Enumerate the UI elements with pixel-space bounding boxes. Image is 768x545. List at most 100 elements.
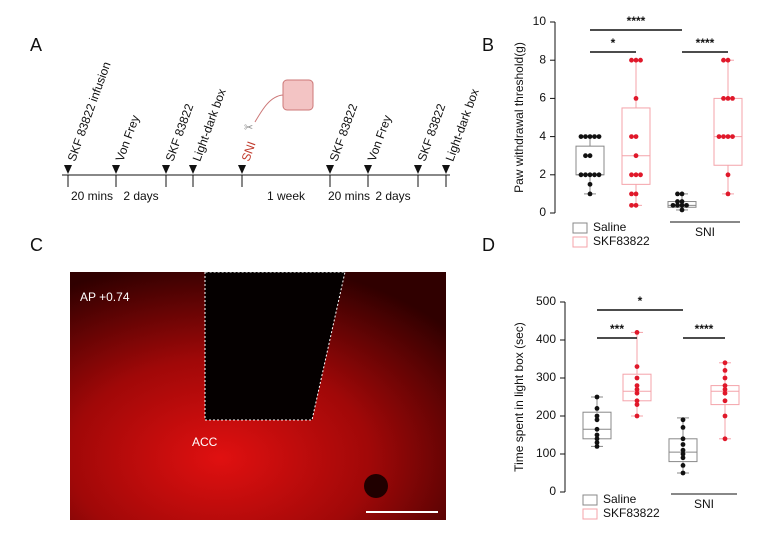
y-tick-label: 100 [536,446,556,460]
event-marker [162,165,170,174]
interval-label: 2 days [123,189,158,203]
data-point [583,153,588,159]
y-tick-label: 8 [539,52,546,66]
data-point [634,402,640,407]
y-tick-label: 2 [539,167,546,181]
data-point [680,447,686,453]
data-point [721,96,726,101]
y-tick-label: 0 [539,205,546,219]
data-point [680,436,686,442]
data-point [680,470,686,476]
significance-label: **** [695,322,714,336]
data-point [596,172,602,178]
panel-label: A [30,35,42,55]
data-point [594,444,600,449]
data-point [722,413,728,419]
data-point [638,172,643,178]
data-point [629,172,634,178]
cannula-outline [204,271,346,421]
event-label: Light-dark box [443,87,482,163]
data-point [578,134,584,140]
data-point [634,383,640,388]
category-label: SNI [694,497,714,511]
data-point [594,417,600,423]
data-point [633,191,639,197]
data-point [721,134,726,140]
event-label: Von Frey [113,113,143,163]
event-marker [364,165,372,174]
data-point [594,394,600,400]
y-tick-label: 500 [536,294,556,308]
nerve-icon: ✂ [244,79,314,134]
data-point [638,57,643,63]
significance-label: **** [696,36,715,50]
data-point [675,202,680,208]
data-point [629,191,634,197]
significance-label: *** [610,322,624,336]
vessel [364,474,388,498]
data-point [684,202,689,208]
data-point [722,360,728,366]
event-marker [442,165,450,174]
data-point [634,413,640,419]
data-point [587,134,593,140]
y-tick-label: 4 [539,129,546,143]
data-point [725,172,731,178]
event-label: SKF 83822 [327,102,361,164]
data-point [679,199,685,204]
data-point [679,202,685,208]
data-point [680,425,686,430]
data-point [721,57,726,63]
data-point [675,191,680,197]
y-axis-label: Time spent in light box (sec) [512,322,526,472]
data-point [594,436,600,442]
legend-label: SKF83822 [593,234,650,248]
data-point [722,375,728,381]
data-point [633,134,639,140]
data-point [722,387,728,392]
data-point [680,451,686,457]
legend-label: Saline [593,220,627,234]
data-point [583,134,588,140]
data-point [633,153,639,159]
data-point [722,383,728,388]
data-point [680,417,686,423]
data-point [633,172,639,178]
y-tick-label: 400 [536,332,556,346]
data-point [680,442,686,447]
data-point [587,172,593,178]
data-point [725,191,731,197]
legend-swatch [572,236,588,248]
interval-label: 2 days [375,189,410,203]
legend-label: Saline [603,492,637,506]
data-point [587,153,593,159]
data-point [634,375,640,381]
legend-swatch [572,222,588,234]
data-point [679,191,685,197]
data-point [634,398,640,404]
data-point [634,390,640,396]
data-point [679,207,685,213]
category-label: SNI [695,225,715,239]
data-point [633,202,639,208]
interval-label: 1 week [267,189,306,203]
significance-label: * [611,36,616,50]
data-point [587,181,593,187]
event-label: Light-dark box [190,87,229,163]
data-point [629,57,634,63]
interval-label: 20 mins [328,189,370,203]
event-marker [189,165,197,174]
data-point [634,330,640,335]
data-point [594,413,600,419]
event-marker [238,165,246,174]
data-point [725,134,731,140]
data-point [592,134,597,140]
y-tick-label: 300 [536,370,556,384]
y-tick-label: 10 [533,14,547,28]
legend-label: SKF83822 [603,506,660,520]
data-point [730,96,735,101]
panel-label: B [482,35,494,55]
data-point [725,57,731,63]
box [575,145,605,176]
